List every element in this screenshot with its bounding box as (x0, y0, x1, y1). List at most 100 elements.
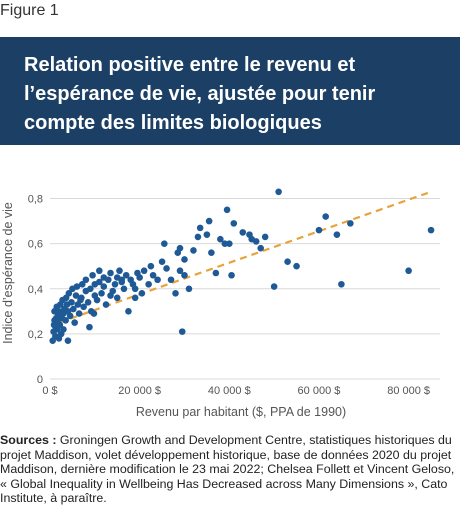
data-point (116, 267, 123, 275)
sources-text: Groningen Growth and Development Centre,… (0, 433, 455, 506)
data-point (86, 323, 93, 331)
scatter-chart: 0 0,2 0,4 0,6 0,8 0 $ 20 000 $ 40 000 $ 60 000 … (1, 188, 440, 419)
data-point (172, 289, 179, 297)
data-point (190, 247, 197, 254)
data-point (194, 233, 202, 241)
data-point (96, 278, 103, 286)
data-point (203, 231, 211, 238)
x-tick-label: 20 000 $ (118, 385, 161, 397)
data-point (163, 265, 170, 272)
data-point (293, 262, 300, 270)
data-point (68, 299, 75, 306)
data-point (427, 226, 435, 234)
data-point (261, 233, 269, 241)
x-axis-label: Revenu par habitant ($, PPA de 1990) (136, 405, 346, 419)
data-point (89, 271, 96, 279)
y-axis-label: Indice d’espérance de vie (1, 202, 15, 344)
data-point (64, 337, 72, 344)
data-point (111, 280, 119, 288)
sources-label: Sources : (0, 433, 57, 447)
y-tick-label: 0,4 (28, 284, 43, 296)
data-point (65, 289, 73, 297)
data-point (140, 267, 148, 275)
data-point (66, 312, 74, 320)
data-point (104, 276, 112, 284)
data-point (284, 258, 291, 266)
data-point (405, 267, 412, 275)
data-point (107, 269, 114, 277)
data-point (60, 326, 67, 333)
data-point (56, 321, 64, 329)
data-point (270, 283, 278, 290)
data-points (49, 188, 435, 344)
data-point (252, 238, 260, 245)
trend-line (58, 190, 432, 324)
data-point (239, 229, 247, 236)
x-tick-label: 80 000 $ (387, 385, 430, 397)
data-point (230, 220, 238, 227)
y-tick-label: 0,6 (28, 239, 43, 251)
x-tick-label: 40 000 $ (208, 385, 251, 397)
data-point (122, 271, 130, 279)
data-point (102, 301, 110, 308)
data-point (338, 280, 345, 288)
data-point (118, 276, 126, 284)
data-point (62, 317, 69, 324)
data-point (275, 188, 282, 196)
trend-line-group (58, 190, 432, 324)
data-point (84, 299, 92, 306)
data-point (205, 217, 213, 225)
data-point (315, 226, 323, 234)
data-point (136, 274, 143, 281)
data-point (176, 244, 184, 252)
data-point (131, 285, 139, 293)
data-point (90, 310, 98, 317)
data-point (107, 292, 114, 299)
y-tick-label: 0,8 (28, 194, 43, 206)
data-point (178, 328, 186, 335)
data-point (212, 269, 220, 277)
data-point (125, 308, 132, 315)
data-point (145, 280, 152, 288)
data-point (78, 280, 86, 288)
data-point (96, 267, 103, 275)
data-point (167, 276, 175, 284)
data-point (226, 240, 233, 247)
data-point (181, 271, 188, 279)
data-point (257, 244, 264, 252)
data-point (80, 303, 87, 311)
data-point (217, 235, 224, 243)
y-tick-label: 0 (37, 374, 43, 386)
data-point (120, 285, 128, 293)
x-tick-label: 60 000 $ (298, 385, 341, 397)
data-point (100, 283, 108, 290)
y-tick-labels: 0 0,2 0,4 0,6 0,8 (28, 194, 43, 386)
data-point (71, 319, 78, 326)
data-point (149, 271, 157, 279)
data-point (176, 267, 184, 275)
data-point (73, 283, 81, 290)
data-point (347, 220, 354, 227)
grid-lines (50, 198, 440, 380)
figure-label: Figure 1 (0, 2, 59, 19)
data-point (98, 289, 105, 297)
data-point (322, 213, 329, 220)
data-point (113, 294, 121, 302)
data-point (181, 256, 188, 263)
data-point (158, 258, 166, 266)
data-point (208, 249, 215, 256)
data-point (87, 285, 94, 293)
y-tick-label: 0,2 (28, 329, 43, 341)
data-point (82, 276, 90, 284)
data-point (77, 296, 84, 304)
data-point (72, 292, 80, 299)
chart-title: Relation positive entre le revenu et l’e… (24, 54, 376, 134)
x-tick-label: 0 $ (42, 385, 57, 397)
data-point (75, 310, 83, 317)
data-point (70, 305, 77, 313)
sources-note: Sources : Groningen Growth and Developme… (0, 433, 460, 506)
data-point (185, 285, 193, 293)
title-banner (0, 37, 460, 145)
data-point (93, 296, 101, 304)
data-point (154, 276, 161, 284)
